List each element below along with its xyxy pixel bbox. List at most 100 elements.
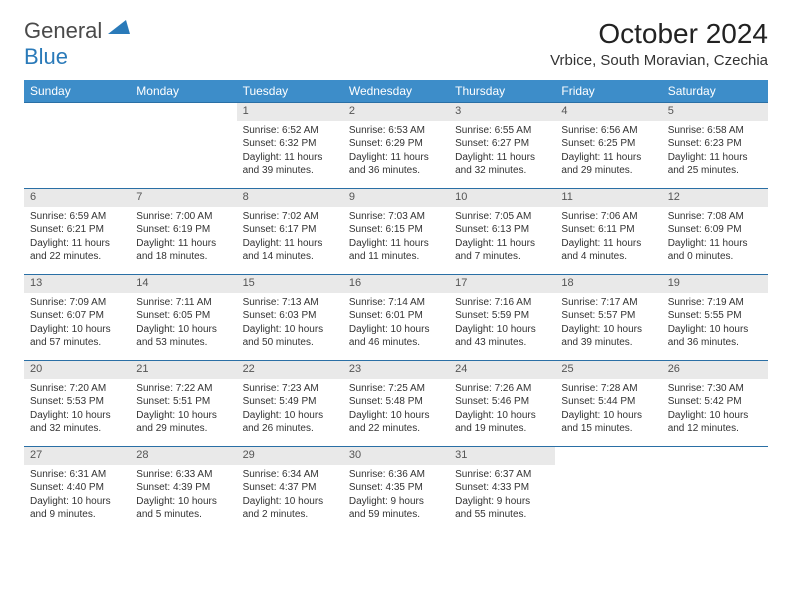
day-content-row: Sunrise: 6:31 AMSunset: 4:40 PMDaylight:… <box>24 465 768 533</box>
sunset-text: Sunset: 4:33 PM <box>455 481 549 495</box>
daylight-text: Daylight: 10 hours and 19 minutes. <box>455 409 549 436</box>
daylight-text: Daylight: 10 hours and 32 minutes. <box>30 409 124 436</box>
logo-text-2: Blue <box>24 44 68 69</box>
daylight-text: Daylight: 11 hours and 11 minutes. <box>349 237 443 264</box>
daylight-text: Daylight: 11 hours and 4 minutes. <box>561 237 655 264</box>
day-content-cell: Sunrise: 6:59 AMSunset: 6:21 PMDaylight:… <box>24 207 130 275</box>
daylight-text: Daylight: 9 hours and 55 minutes. <box>455 495 549 522</box>
day-number-cell: 27 <box>24 447 130 465</box>
daylight-text: Daylight: 11 hours and 29 minutes. <box>561 151 655 178</box>
day-content-cell: Sunrise: 7:16 AMSunset: 5:59 PMDaylight:… <box>449 293 555 361</box>
day-content-cell: Sunrise: 7:13 AMSunset: 6:03 PMDaylight:… <box>237 293 343 361</box>
day-number-cell: 16 <box>343 275 449 293</box>
day-number-cell: 31 <box>449 447 555 465</box>
day-number-cell: 22 <box>237 361 343 379</box>
sunset-text: Sunset: 6:09 PM <box>668 223 762 237</box>
sunrise-text: Sunrise: 7:26 AM <box>455 382 549 396</box>
sunset-text: Sunset: 5:51 PM <box>136 395 230 409</box>
sunrise-text: Sunrise: 6:34 AM <box>243 468 337 482</box>
day-content-cell: Sunrise: 7:23 AMSunset: 5:49 PMDaylight:… <box>237 379 343 447</box>
sunset-text: Sunset: 5:59 PM <box>455 309 549 323</box>
sunrise-text: Sunrise: 7:14 AM <box>349 296 443 310</box>
day-number-cell: 25 <box>555 361 661 379</box>
day-content-cell: Sunrise: 6:58 AMSunset: 6:23 PMDaylight:… <box>662 121 768 189</box>
day-content-cell: Sunrise: 7:08 AMSunset: 6:09 PMDaylight:… <box>662 207 768 275</box>
day-number-cell: 5 <box>662 103 768 121</box>
sunrise-text: Sunrise: 7:25 AM <box>349 382 443 396</box>
day-content-cell: Sunrise: 6:33 AMSunset: 4:39 PMDaylight:… <box>130 465 236 533</box>
day-content-cell: Sunrise: 7:06 AMSunset: 6:11 PMDaylight:… <box>555 207 661 275</box>
weekday-header: Sunday <box>24 80 130 103</box>
day-content-cell: Sunrise: 6:37 AMSunset: 4:33 PMDaylight:… <box>449 465 555 533</box>
day-content-cell: Sunrise: 7:28 AMSunset: 5:44 PMDaylight:… <box>555 379 661 447</box>
weekday-header: Friday <box>555 80 661 103</box>
day-number-cell: 6 <box>24 189 130 207</box>
weekday-header: Thursday <box>449 80 555 103</box>
sunset-text: Sunset: 5:53 PM <box>30 395 124 409</box>
day-content-row: Sunrise: 7:09 AMSunset: 6:07 PMDaylight:… <box>24 293 768 361</box>
day-content-row: Sunrise: 6:52 AMSunset: 6:32 PMDaylight:… <box>24 121 768 189</box>
sunset-text: Sunset: 6:23 PM <box>668 137 762 151</box>
daylight-text: Daylight: 10 hours and 22 minutes. <box>349 409 443 436</box>
day-number-row: 12345 <box>24 103 768 121</box>
day-number-cell: 20 <box>24 361 130 379</box>
day-number-cell: 26 <box>662 361 768 379</box>
daylight-text: Daylight: 11 hours and 18 minutes. <box>136 237 230 264</box>
logo-text-1: General <box>24 18 102 43</box>
daylight-text: Daylight: 10 hours and 9 minutes. <box>30 495 124 522</box>
daylight-text: Daylight: 11 hours and 39 minutes. <box>243 151 337 178</box>
sunrise-text: Sunrise: 6:52 AM <box>243 124 337 138</box>
sunrise-text: Sunrise: 6:31 AM <box>30 468 124 482</box>
sunset-text: Sunset: 5:46 PM <box>455 395 549 409</box>
daylight-text: Daylight: 10 hours and 43 minutes. <box>455 323 549 350</box>
day-number-cell: 30 <box>343 447 449 465</box>
daylight-text: Daylight: 11 hours and 36 minutes. <box>349 151 443 178</box>
day-content-cell: Sunrise: 7:09 AMSunset: 6:07 PMDaylight:… <box>24 293 130 361</box>
day-content-cell <box>24 121 130 189</box>
sunset-text: Sunset: 4:37 PM <box>243 481 337 495</box>
sunset-text: Sunset: 6:27 PM <box>455 137 549 151</box>
day-number-cell: 14 <box>130 275 236 293</box>
sunrise-text: Sunrise: 6:37 AM <box>455 468 549 482</box>
day-content-cell: Sunrise: 7:30 AMSunset: 5:42 PMDaylight:… <box>662 379 768 447</box>
month-title: October 2024 <box>550 18 768 50</box>
day-number-cell: 18 <box>555 275 661 293</box>
sunrise-text: Sunrise: 7:09 AM <box>30 296 124 310</box>
sunrise-text: Sunrise: 7:11 AM <box>136 296 230 310</box>
day-number-cell: 3 <box>449 103 555 121</box>
sunrise-text: Sunrise: 6:53 AM <box>349 124 443 138</box>
day-number-cell <box>130 103 236 121</box>
sunrise-text: Sunrise: 7:16 AM <box>455 296 549 310</box>
daylight-text: Daylight: 10 hours and 5 minutes. <box>136 495 230 522</box>
day-content-cell: Sunrise: 7:00 AMSunset: 6:19 PMDaylight:… <box>130 207 236 275</box>
sunrise-text: Sunrise: 7:06 AM <box>561 210 655 224</box>
daylight-text: Daylight: 10 hours and 36 minutes. <box>668 323 762 350</box>
calendar-body: 12345Sunrise: 6:52 AMSunset: 6:32 PMDayl… <box>24 103 768 533</box>
daylight-text: Daylight: 10 hours and 29 minutes. <box>136 409 230 436</box>
sunrise-text: Sunrise: 6:58 AM <box>668 124 762 138</box>
daylight-text: Daylight: 11 hours and 7 minutes. <box>455 237 549 264</box>
sunrise-text: Sunrise: 7:13 AM <box>243 296 337 310</box>
calendar-table: Sunday Monday Tuesday Wednesday Thursday… <box>24 80 768 533</box>
day-content-cell: Sunrise: 7:20 AMSunset: 5:53 PMDaylight:… <box>24 379 130 447</box>
sunrise-text: Sunrise: 6:55 AM <box>455 124 549 138</box>
daylight-text: Daylight: 10 hours and 39 minutes. <box>561 323 655 350</box>
day-number-cell: 12 <box>662 189 768 207</box>
day-content-cell: Sunrise: 7:26 AMSunset: 5:46 PMDaylight:… <box>449 379 555 447</box>
day-content-cell: Sunrise: 7:02 AMSunset: 6:17 PMDaylight:… <box>237 207 343 275</box>
day-number-cell <box>24 103 130 121</box>
sunset-text: Sunset: 6:29 PM <box>349 137 443 151</box>
sunrise-text: Sunrise: 7:08 AM <box>668 210 762 224</box>
daylight-text: Daylight: 10 hours and 46 minutes. <box>349 323 443 350</box>
day-number-cell: 7 <box>130 189 236 207</box>
day-content-cell: Sunrise: 6:36 AMSunset: 4:35 PMDaylight:… <box>343 465 449 533</box>
sunset-text: Sunset: 5:57 PM <box>561 309 655 323</box>
daylight-text: Daylight: 10 hours and 2 minutes. <box>243 495 337 522</box>
day-number-cell: 8 <box>237 189 343 207</box>
day-number-row: 2728293031 <box>24 447 768 465</box>
daylight-text: Daylight: 11 hours and 22 minutes. <box>30 237 124 264</box>
daylight-text: Daylight: 11 hours and 32 minutes. <box>455 151 549 178</box>
sunset-text: Sunset: 6:13 PM <box>455 223 549 237</box>
day-number-cell: 29 <box>237 447 343 465</box>
sunset-text: Sunset: 5:48 PM <box>349 395 443 409</box>
